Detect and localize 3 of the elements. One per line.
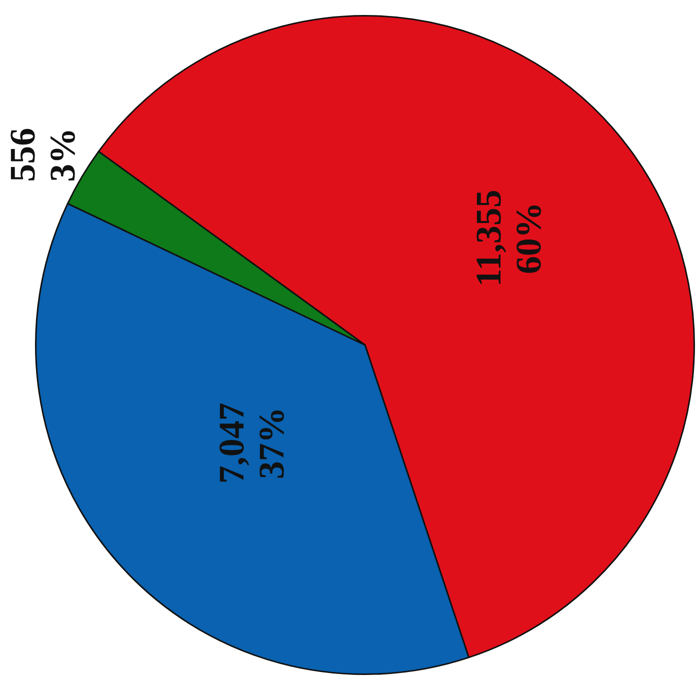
data-label: 556 3%: [2, 128, 82, 182]
data-label: 7,047 37%: [211, 402, 292, 484]
data-label: 11,355 60%: [468, 190, 548, 287]
